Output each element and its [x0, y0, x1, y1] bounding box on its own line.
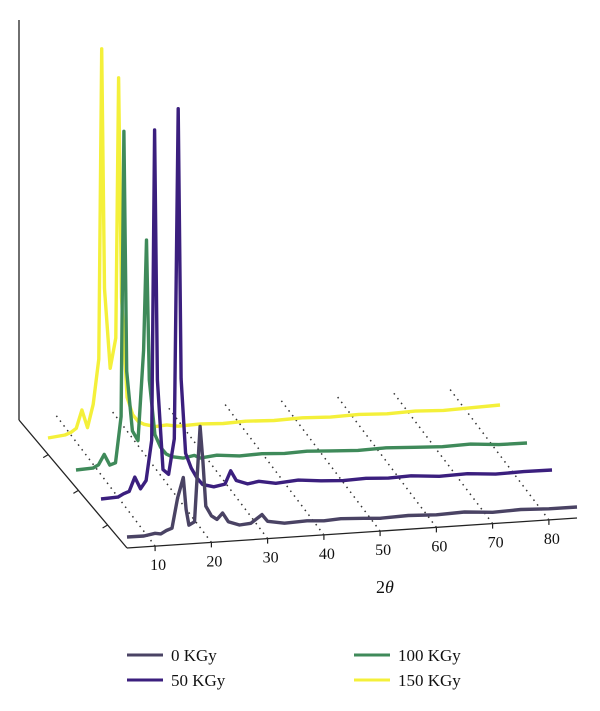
x-tick-label-20: 20	[206, 553, 222, 570]
series-line-2	[75, 129, 528, 472]
gridline-70	[392, 391, 494, 525]
x-tick-label-40: 40	[319, 546, 335, 563]
x-axis-title-main: 2	[376, 577, 385, 597]
legend-label-3: 150 KGy	[398, 671, 461, 690]
x-axis-ticks	[154, 519, 550, 552]
x-tick-label-30: 30	[263, 550, 279, 567]
x-tick-label-70: 70	[488, 535, 504, 552]
gridline-40	[223, 402, 325, 536]
legend-label-0: 0 KGy	[171, 646, 217, 665]
gridline-50	[279, 398, 381, 532]
x-tick-label-80: 80	[544, 531, 560, 548]
depth-axis-ticks	[42, 454, 108, 529]
legend: 0 KGy 50 KGy 100 KGy 150 KGy	[127, 646, 461, 690]
series-layer	[47, 47, 578, 539]
depth-axis	[18, 419, 128, 549]
x-axis-title: 2θ	[376, 577, 394, 597]
depth-tick-1	[73, 489, 79, 494]
depth-tick-0	[42, 454, 49, 459]
legend-label-2: 100 KGy	[398, 646, 461, 665]
gridline-20	[110, 409, 212, 543]
gridline-10	[54, 413, 156, 547]
x-tick-labels: 10 20 30 40 50 60 70 80	[150, 531, 560, 574]
x-axis	[126, 517, 578, 549]
series-line-1	[100, 107, 553, 501]
gridline-60	[335, 394, 437, 528]
x-tick-label-50: 50	[375, 542, 391, 559]
x-tick-label-60: 60	[431, 538, 447, 555]
chart-axes	[18, 20, 578, 552]
legend-label-1: 50 KGy	[171, 671, 226, 690]
depth-tick-2	[102, 524, 108, 529]
series-line-3	[47, 47, 501, 440]
x-tick-label-10: 10	[150, 557, 166, 574]
x-axis-title-theta: θ	[385, 577, 394, 597]
series-line-0	[126, 424, 578, 539]
